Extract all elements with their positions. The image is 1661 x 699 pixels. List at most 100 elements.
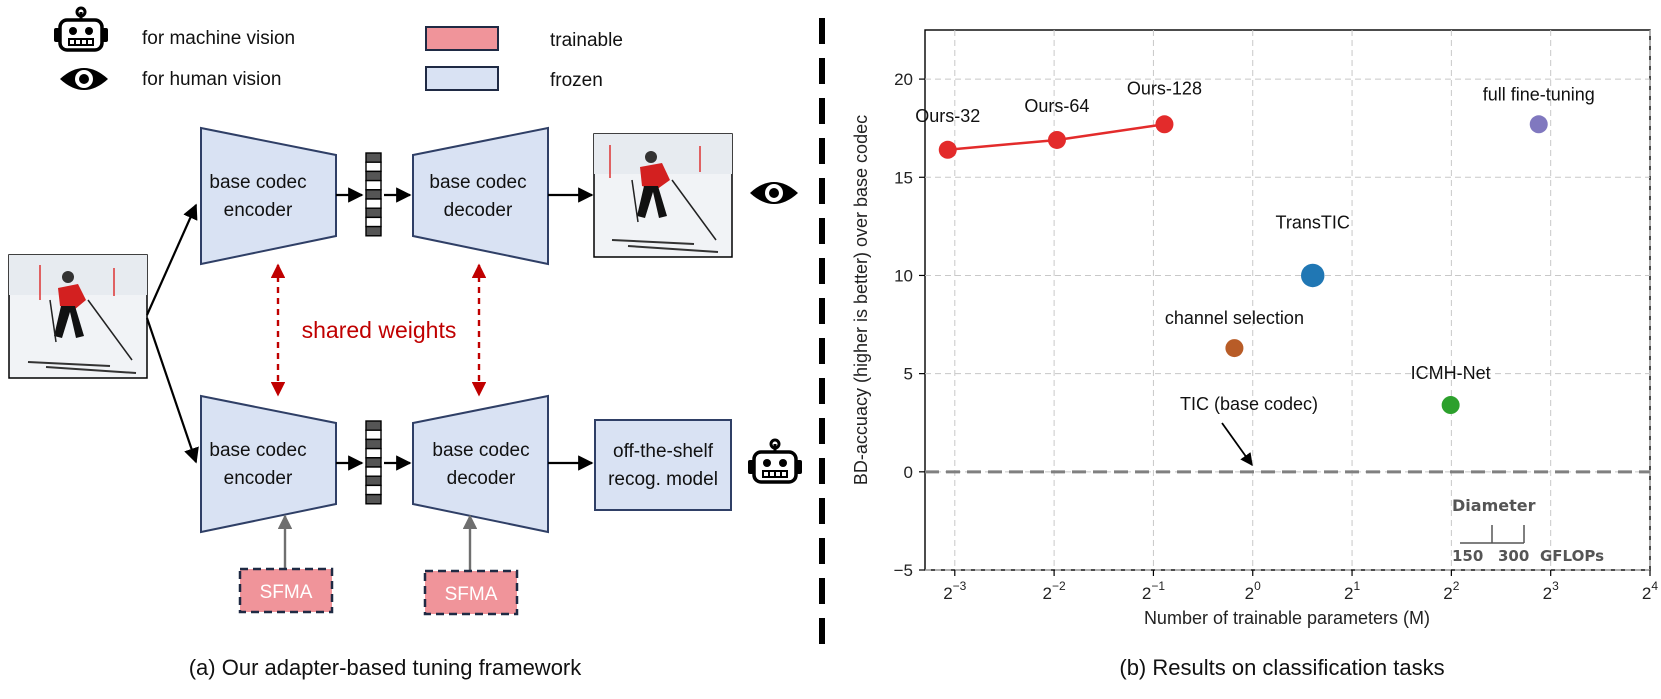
latent-cell xyxy=(365,179,382,191)
latent-cell xyxy=(365,161,382,173)
size-legend-title: Diameter xyxy=(1452,496,1536,515)
grid xyxy=(925,30,1651,571)
decoder-top: base codec decoder xyxy=(412,126,549,266)
svg-text:base codec: base codec xyxy=(209,440,306,461)
x-tick-label: 22 xyxy=(1443,579,1459,603)
point-full-fine-tuning xyxy=(1529,115,1548,134)
chart-caption: (b) Results on classification tasks xyxy=(1119,655,1444,680)
size-legend-v1: 150 xyxy=(1452,547,1483,565)
x-tick-label: 21 xyxy=(1344,579,1360,603)
output-image xyxy=(593,133,733,258)
latent-cell xyxy=(365,438,382,450)
latent-bottom xyxy=(365,420,382,505)
sfma-decoder: SFMA xyxy=(423,569,519,616)
svg-text:recog. model: recog. model xyxy=(608,469,718,490)
arrow-to-encoder-top xyxy=(145,203,198,316)
trainable-label: trainable xyxy=(550,30,623,51)
eye-icon xyxy=(750,182,798,204)
svg-text:base codec: base codec xyxy=(429,172,526,193)
baseline-label: TIC (base codec) xyxy=(1180,394,1318,414)
x-tick-label: 2−3 xyxy=(943,579,966,603)
x-tick-label: 2−2 xyxy=(1043,579,1066,603)
label-ours-64: Ours-64 xyxy=(1024,96,1089,116)
svg-text:encoder: encoder xyxy=(224,468,293,489)
svg-text:SFMA: SFMA xyxy=(260,582,313,603)
svg-text:base codec: base codec xyxy=(209,172,306,193)
latent-cell xyxy=(365,429,382,441)
point-transtic xyxy=(1300,263,1325,288)
label-channel-selection: channel selection xyxy=(1165,308,1304,328)
point-channel-selection xyxy=(1225,339,1244,358)
latent-cell xyxy=(365,170,382,182)
label-transtic: TransTIC xyxy=(1276,212,1350,232)
latent-cell xyxy=(365,189,382,200)
plot-area xyxy=(924,29,1651,571)
y-tick-label: −5 xyxy=(894,561,913,580)
latent-cell xyxy=(365,475,382,487)
size-legend: Diameter 150 300 GFLOPs xyxy=(1452,496,1604,565)
point-ours-64 xyxy=(1047,130,1066,149)
label-ours-32: Ours-32 xyxy=(915,106,980,126)
size-legend-v2: 300 xyxy=(1498,547,1529,565)
shared-weights-label: shared weights xyxy=(302,317,457,343)
diagram: base codec encoder base codec decoder xyxy=(8,126,802,680)
human-vision-label: for human vision xyxy=(142,69,281,90)
y-tick-label: 5 xyxy=(904,365,913,384)
decoder-bottom: base codec decoder xyxy=(412,394,549,534)
label-icmh-net: ICMH-Net xyxy=(1411,363,1491,383)
latent-cell xyxy=(365,493,382,505)
x-tick-label: 20 xyxy=(1245,579,1261,603)
svg-text:decoder: decoder xyxy=(444,200,513,221)
y-tick-label: 10 xyxy=(894,266,913,285)
latent-top xyxy=(365,152,382,237)
encoder-bottom: base codec encoder xyxy=(200,394,337,534)
svg-text:encoder: encoder xyxy=(224,200,293,221)
point-ours-32 xyxy=(938,140,957,159)
svg-text:decoder: decoder xyxy=(447,468,516,489)
data-points xyxy=(938,115,1548,415)
input-image xyxy=(8,254,148,379)
svg-text:SFMA: SFMA xyxy=(445,584,498,605)
x-tick-label: 2−1 xyxy=(1142,579,1165,603)
latent-cell xyxy=(365,198,382,209)
latent-cell xyxy=(365,207,382,219)
latent-cell xyxy=(365,216,382,228)
encoder-top: base codec encoder xyxy=(200,126,337,266)
eye-icon xyxy=(60,68,108,90)
sfma-encoder: SFMA xyxy=(238,567,334,614)
baseline-arrow xyxy=(1221,422,1253,467)
robot-icon xyxy=(54,6,108,52)
y-tick-label: 0 xyxy=(904,463,913,482)
size-legend-unit: GFLOPs xyxy=(1540,547,1604,565)
y-tick-label: 15 xyxy=(894,168,913,187)
label-ours-128: Ours-128 xyxy=(1127,78,1202,98)
latent-cell xyxy=(365,420,382,431)
point-labels: Ours-32 Ours-64 Ours-128 full fine-tuning Tr… xyxy=(915,78,1595,383)
point-ours-128 xyxy=(1155,115,1174,134)
y-tick-label: 20 xyxy=(894,70,913,89)
label-full-fine-tuning: full fine-tuning xyxy=(1483,84,1595,104)
latent-cell xyxy=(365,447,382,459)
svg-text:base codec: base codec xyxy=(432,440,529,461)
y-axis-label: BD-accuacy (higher is better) over base … xyxy=(851,115,871,485)
y-ticks: −5 0 5 10 15 20 xyxy=(894,70,925,580)
recog-model: off-the-shelf recog. model xyxy=(594,419,732,511)
x-tick-label: 24 xyxy=(1642,579,1658,603)
latent-cell xyxy=(365,225,382,237)
x-tick-label: 23 xyxy=(1543,579,1559,603)
x-ticks: 2−3 2−2 2−1 20 21 22 23 24 xyxy=(943,570,1658,603)
trainable-swatch xyxy=(425,26,499,51)
latent-cell xyxy=(365,466,382,477)
point-icmh-net xyxy=(1441,396,1460,415)
frozen-swatch xyxy=(425,66,499,91)
svg-text:off-the-shelf: off-the-shelf xyxy=(613,441,714,462)
latent-cell xyxy=(365,457,382,468)
x-axis-label: Number of trainable parameters (M) xyxy=(1144,608,1430,628)
legend: for machine vision for human vision trai… xyxy=(54,6,623,91)
arrow-to-encoder-bottom xyxy=(145,317,199,464)
latent-cell xyxy=(365,152,382,163)
diagram-caption: (a) Our adapter-based tuning framework xyxy=(189,655,583,680)
latent-cell xyxy=(365,484,382,496)
